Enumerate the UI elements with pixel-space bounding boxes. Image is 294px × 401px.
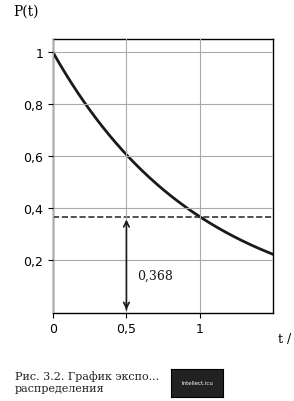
Text: t / T1: t / T1	[278, 332, 294, 345]
Text: Рис. 3.2. График экспо...
распределения: Рис. 3.2. График экспо... распределения	[15, 371, 159, 393]
Text: 0,368: 0,368	[137, 269, 173, 282]
Text: P(t): P(t)	[13, 4, 39, 18]
Text: Intellect.icu: Intellect.icu	[181, 381, 213, 385]
